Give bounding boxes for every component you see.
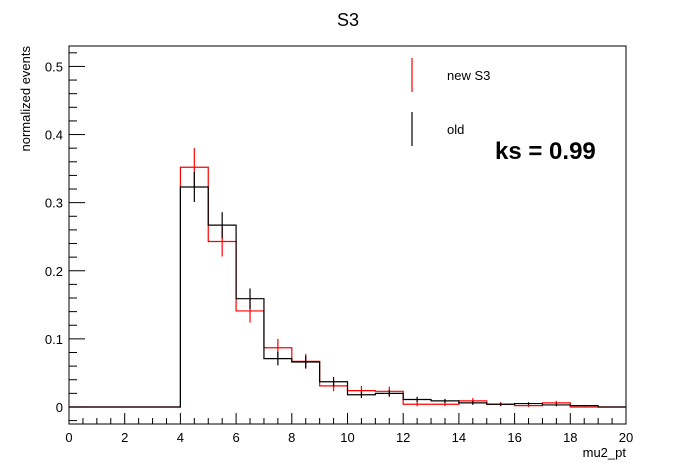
x-tick-label: 2	[121, 430, 128, 445]
legend-label: new S3	[447, 68, 490, 83]
histogram-new-s3	[69, 166, 626, 408]
histogram-old	[69, 186, 626, 408]
x-tick-label: 6	[232, 430, 239, 445]
legend-label: old	[447, 122, 464, 137]
x-tick-label: 12	[396, 430, 410, 445]
x-tick-label: 20	[619, 430, 633, 445]
x-tick-label: 8	[288, 430, 295, 445]
x-tick-label: 4	[177, 430, 184, 445]
y-tick-label: 0	[56, 400, 63, 415]
y-tick-label: 0.3	[45, 196, 63, 211]
x-tick-label: 0	[65, 430, 72, 445]
axes: 0 2 4 6 8 10 12 14 16 18 20 0 0.1 0.2 0.3 0.4 0.5	[45, 52, 633, 445]
y-axis-label: normalized events	[18, 46, 33, 152]
plot-frame	[68, 45, 627, 425]
x-tick-label: 16	[507, 430, 521, 445]
x-tick-label: 14	[452, 430, 466, 445]
x-tick-label: 10	[340, 430, 354, 445]
series-layer	[69, 148, 626, 408]
legend: new S3 old	[411, 58, 490, 146]
x-tick-label: 18	[563, 430, 577, 445]
y-tick-label: 0.4	[45, 128, 63, 143]
ks-annotation: ks = 0.99	[495, 138, 596, 165]
y-tick-label: 0.1	[45, 332, 63, 347]
chart-title: S3	[337, 10, 359, 30]
x-axis-label: mu2_pt	[583, 445, 627, 460]
y-tick-label: 0.2	[45, 264, 63, 279]
y-tick-label: 0.5	[45, 59, 63, 74]
